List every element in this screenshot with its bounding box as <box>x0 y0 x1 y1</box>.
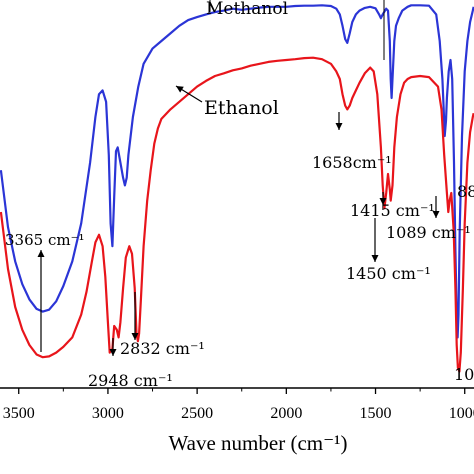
peak-1415-label: 1415 cm⁻¹ <box>350 201 435 220</box>
peak-1089-label: 1089 cm⁻¹ <box>386 223 471 242</box>
x-tick-label-1500: 1500 <box>360 405 392 422</box>
x-tick-label-2500: 2500 <box>181 405 213 422</box>
annotations-layer: Methanol Ethanol 3365 cm⁻¹ 2948 cm⁻¹ 2832 cm… <box>5 0 474 390</box>
peak-2948-arrow-head <box>109 349 117 356</box>
ethanol-arrow-head <box>176 86 184 93</box>
peak-1450-arrow-head <box>371 255 379 262</box>
methanol-label: Methanol <box>206 0 288 19</box>
x-tick-label-2000: 2000 <box>270 405 302 422</box>
peak-1089-arrow-head <box>432 211 440 218</box>
series-layer <box>0 4 474 373</box>
peak-2832-label: 2832 cm⁻¹ <box>120 339 205 358</box>
x-tick-label-3000: 3000 <box>92 405 124 422</box>
peak-10xx-label: 10 <box>454 365 474 384</box>
peak-1658-label: 1658cm⁻¹ <box>312 153 392 172</box>
x-ticks: 3500 3000 2500 2000 1500 1000 <box>3 388 474 422</box>
peak-3365-arrow-head <box>37 250 45 257</box>
peak-1658-arrow-head <box>335 123 343 130</box>
x-tick-label-3500: 3500 <box>3 405 35 422</box>
peak-2832-arrow-head <box>131 333 139 340</box>
peak-3365-label: 3365 cm⁻¹ <box>5 231 85 249</box>
peak-2948-label: 2948 cm⁻¹ <box>88 371 173 390</box>
peak-1450-label: 1450 cm⁻¹ <box>346 264 431 283</box>
series-line-methanol <box>0 4 474 339</box>
x-tick-label-1000: 1000 <box>449 405 474 422</box>
peak-1415-arrow-head <box>379 198 387 205</box>
series-line-ethanol <box>0 56 474 373</box>
peak-88x-label: 88 <box>457 182 474 201</box>
ethanol-label: Ethanol <box>204 97 279 119</box>
x-axis-title: Wave number (cm⁻¹) <box>169 431 348 455</box>
